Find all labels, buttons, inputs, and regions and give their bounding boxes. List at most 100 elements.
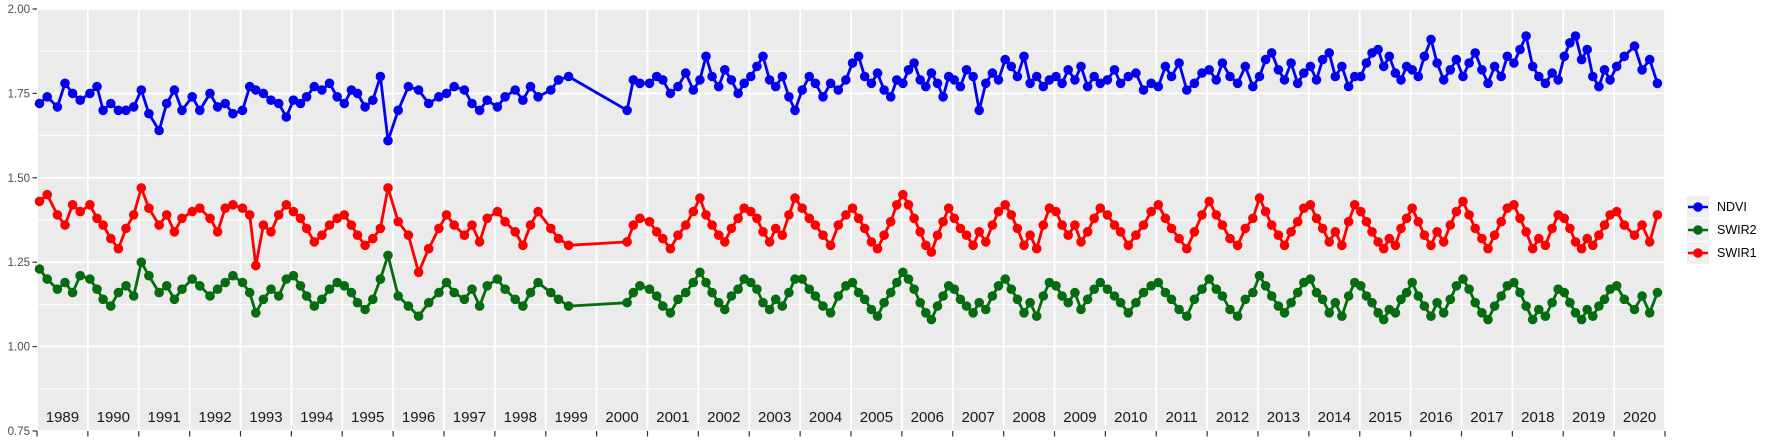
data-point-swir2	[733, 284, 743, 295]
data-point-ndvi	[1489, 61, 1500, 72]
x-year-label: 2012	[1216, 409, 1249, 426]
data-point-ndvi	[1629, 41, 1640, 51]
data-point-swir1	[1576, 243, 1587, 254]
data-point-swir2	[770, 294, 781, 305]
data-point-ndvi	[720, 65, 730, 75]
data-point-swir2	[1611, 281, 1622, 291]
data-point-ndvi	[859, 71, 870, 82]
data-point-swir1	[510, 227, 520, 237]
data-point-ndvi	[339, 98, 350, 109]
data-point-swir2	[1070, 287, 1080, 298]
data-point-ndvi	[1611, 61, 1622, 72]
data-point-swir1	[1051, 206, 1061, 217]
data-point-ndvi	[563, 71, 574, 82]
data-point-swir2	[1509, 277, 1519, 288]
x-year-label: 1991	[148, 409, 181, 426]
data-point-ndvi	[1031, 71, 1042, 82]
x-year-label: 2020	[1623, 409, 1656, 426]
data-point-ndvi	[42, 92, 52, 102]
data-point-swir1	[955, 223, 966, 234]
data-point-ndvi	[866, 78, 877, 89]
data-point-swir2	[818, 301, 828, 311]
data-point-swir1	[1240, 223, 1251, 234]
data-point-swir1	[1540, 240, 1551, 251]
data-point-swir1	[1063, 230, 1073, 240]
y-tick-label: 1.25	[8, 257, 30, 269]
data-point-ndvi	[1217, 58, 1228, 68]
data-point-swir1	[144, 203, 154, 213]
data-point-swir1	[212, 227, 223, 237]
data-point-swir1	[1432, 227, 1442, 237]
data-point-ndvi	[273, 98, 284, 109]
data-point-ndvi	[352, 88, 363, 99]
data-point-swir1	[932, 230, 943, 240]
data-point-swir2	[1426, 311, 1436, 322]
data-point-swir1	[898, 189, 908, 200]
data-point-swir1	[1138, 220, 1149, 230]
legend-entry-swir1: SWIR1	[1687, 242, 1757, 264]
data-point-swir1	[1153, 200, 1164, 210]
data-point-swir1	[707, 220, 717, 230]
data-point-swir2	[1138, 287, 1149, 298]
data-point-ndvi	[784, 92, 794, 102]
data-point-swir2	[879, 297, 889, 308]
data-point-ndvi	[1582, 44, 1592, 55]
data-point-swir2	[898, 267, 908, 278]
data-point-ndvi	[853, 51, 864, 62]
data-point-swir1	[136, 183, 147, 193]
data-point-swir1	[34, 196, 45, 207]
data-point-swir1	[1311, 213, 1322, 224]
data-point-ndvi	[1153, 81, 1164, 92]
data-point-swir1	[943, 203, 954, 213]
data-point-ndvi	[1477, 65, 1487, 75]
data-point-ndvi	[981, 78, 991, 89]
data-point-swir1	[847, 203, 858, 213]
data-point-swir2	[1477, 308, 1487, 318]
data-point-ndvi	[1115, 78, 1126, 89]
data-point-swir2	[1063, 297, 1073, 308]
data-point-ndvi	[879, 85, 889, 95]
data-point-swir2	[1038, 291, 1049, 301]
data-point-ndvi	[1254, 71, 1265, 82]
data-point-ndvi	[332, 92, 343, 102]
data-point-swir2	[449, 287, 460, 298]
data-point-swir1	[434, 223, 444, 234]
data-point-ndvi	[713, 81, 724, 92]
data-point-swir2	[1286, 297, 1296, 308]
data-point-swir1	[67, 200, 78, 210]
data-point-swir1	[1652, 210, 1663, 220]
data-point-ndvi	[324, 78, 335, 89]
data-point-swir2	[635, 281, 645, 291]
data-point-swir2	[1373, 308, 1383, 318]
data-point-swir1	[169, 227, 180, 237]
data-point-swir1	[1317, 223, 1328, 234]
data-point-swir1	[42, 189, 52, 200]
data-point-ndvi	[220, 98, 230, 109]
data-point-swir2	[981, 304, 991, 315]
data-point-swir2	[1432, 297, 1442, 308]
data-point-swir1	[1496, 216, 1506, 227]
data-point-swir1	[1160, 213, 1171, 224]
data-point-ndvi	[1286, 58, 1296, 68]
data-point-swir2	[423, 297, 434, 308]
data-point-ndvi	[1451, 54, 1462, 65]
data-point-swir2	[393, 291, 404, 301]
x-year-label: 2005	[860, 409, 893, 426]
data-point-ndvi	[1311, 75, 1322, 85]
data-point-swir1	[383, 183, 393, 193]
data-point-swir2	[1451, 281, 1462, 291]
data-point-swir1	[273, 210, 284, 220]
data-point-swir2	[525, 287, 536, 298]
legend: NDVI SWIR2 SWIR1	[1687, 196, 1757, 264]
data-point-swir2	[474, 301, 485, 311]
data-point-ndvi	[1324, 48, 1334, 58]
x-year-label: 1996	[402, 409, 435, 426]
data-point-swir1	[266, 227, 276, 237]
data-point-ndvi	[764, 75, 775, 85]
data-point-swir1	[1225, 233, 1235, 244]
data-point-swir2	[1515, 287, 1525, 298]
data-point-ndvi	[903, 65, 914, 75]
data-point-ndvi	[1356, 71, 1366, 82]
data-point-swir2	[665, 308, 676, 318]
